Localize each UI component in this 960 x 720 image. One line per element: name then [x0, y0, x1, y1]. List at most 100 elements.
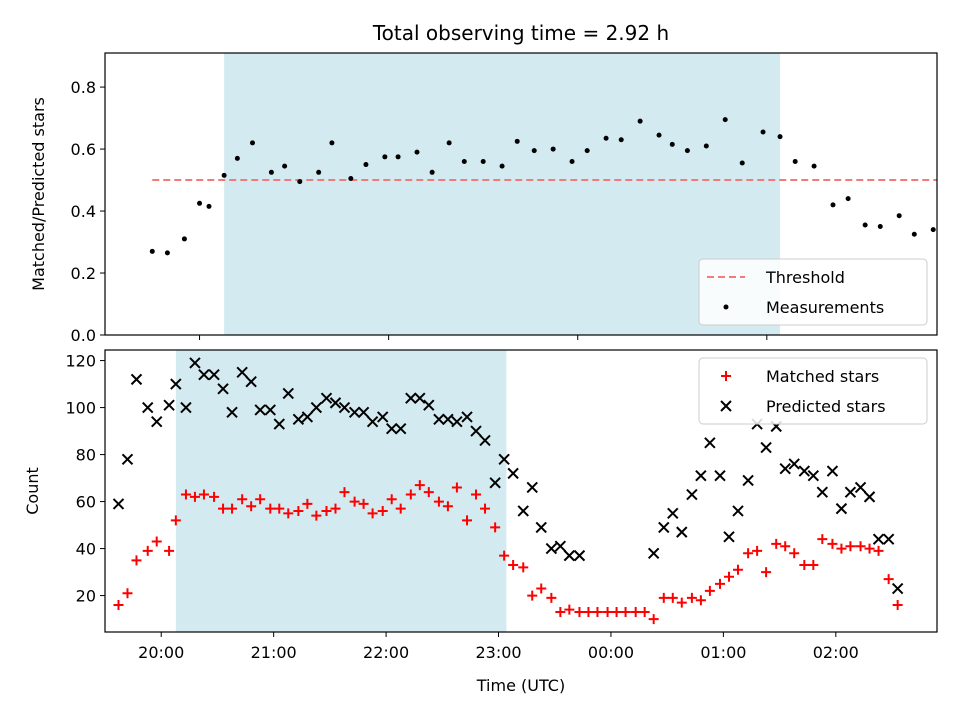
x-tick-label: 22:00: [363, 643, 409, 662]
measurements-point: [877, 224, 883, 230]
predicted-stars-point: [130, 373, 143, 386]
matched-stars-point: [113, 599, 124, 610]
measurements-point: [297, 179, 303, 185]
y-tick-label: 0.0: [71, 326, 96, 345]
matched-stars-point: [602, 607, 613, 618]
predicted-stars-point: [292, 413, 305, 426]
predicted-stars-point: [695, 470, 707, 482]
matched-stars-point: [827, 538, 838, 549]
matched-stars-point: [704, 585, 715, 596]
predicted-stars-point: [423, 399, 435, 411]
measurements-point: [414, 149, 420, 155]
measurements-point: [234, 155, 240, 161]
matched-stars-point: [151, 536, 162, 547]
matched-stars-point: [574, 607, 585, 618]
predicted-stars-point: [442, 413, 454, 426]
matched-stars-point: [180, 489, 191, 500]
matched-stars-point: [265, 503, 276, 514]
predicted-stars-point: [366, 415, 379, 428]
matched-stars-point: [536, 583, 547, 594]
measurements-point: [618, 137, 624, 143]
count-panel: 20 40 60 80 100 120 20:00 21:00 22:00 23:00 00:00 0…: [23, 349, 938, 695]
measurements-point: [703, 143, 709, 149]
matched-stars-point: [414, 480, 425, 491]
matched-stars-point: [732, 564, 743, 575]
legend-box: [698, 357, 928, 425]
matched-stars-point: [855, 541, 866, 552]
predicted-stars-point: [489, 477, 501, 489]
matched-stars-point: [311, 510, 322, 521]
predicted-stars-point: [863, 491, 876, 503]
y-tick-label: 120: [65, 352, 96, 371]
predicted-stars-point: [816, 486, 829, 498]
measurements-point: [480, 158, 486, 164]
measurements-point: [911, 231, 917, 237]
y-tick-label: 0.4: [71, 202, 96, 221]
predicted-stars-point: [545, 542, 558, 555]
predicted-stars-point: [563, 549, 576, 562]
data-markers: [112, 357, 904, 625]
predicted-stars-point: [254, 404, 266, 416]
matched-stars-point: [189, 491, 200, 502]
matched-stars-point: [395, 503, 406, 514]
y-tick-label: 60: [76, 493, 96, 512]
y-tick-label: 20: [76, 587, 96, 606]
predicted-stars-point: [470, 425, 482, 437]
matched-stars-point: [780, 541, 791, 552]
predicted-stars-point: [732, 505, 744, 517]
predicted-stars-point: [142, 401, 154, 414]
y-axis-label: Matched/Predicted stars: [29, 97, 48, 291]
predicted-stars-point: [891, 582, 904, 595]
measurements-point: [395, 154, 401, 160]
predicted-stars-point: [208, 368, 220, 381]
y-tick-label: 80: [76, 446, 96, 465]
x-tick-label: 23:00: [475, 643, 521, 662]
predicted-stars-point: [310, 401, 323, 414]
measurements-point: [684, 148, 690, 154]
predicted-stars-point: [573, 549, 586, 562]
chart-title: Total observing time = 2.92 h: [372, 21, 669, 45]
matched-stars-point: [611, 607, 622, 618]
predicted-stars-point: [742, 474, 754, 487]
matched-stars-point: [761, 567, 772, 578]
predicted-stars-point: [667, 507, 679, 520]
matched-stars-point: [490, 522, 501, 533]
predicted-stars-point: [714, 470, 726, 482]
matched-stars-point: [695, 595, 706, 606]
y-tick-label: 0.8: [71, 78, 96, 97]
matched-stars-point: [499, 550, 510, 561]
predicted-stars-point: [835, 502, 848, 515]
matched-stars-point: [817, 534, 828, 545]
measurements-point: [739, 160, 745, 166]
measurements-point: [197, 200, 203, 206]
y-axis-label: Count: [23, 467, 42, 515]
matched-stars-point: [274, 503, 285, 514]
axes-frame: [104, 349, 938, 633]
measurements-point: [221, 172, 227, 178]
matched-stars-point: [845, 541, 856, 552]
matched-stars-point: [423, 487, 434, 498]
matched-stars-point: [564, 604, 575, 615]
measurements-point: [722, 117, 728, 123]
predicted-stars-point: [704, 437, 716, 449]
legend-dot-swatch: [723, 304, 729, 310]
matched-stars-point: [349, 496, 360, 507]
measurements-point: [656, 132, 662, 138]
matched-stars-point: [170, 515, 181, 526]
matched-stars-point: [255, 494, 266, 505]
matched-stars-point: [630, 607, 641, 618]
data-markers: [149, 117, 936, 256]
predicted-stars-point: [658, 521, 670, 534]
measurements-point: [845, 196, 851, 202]
measurements-point: [206, 203, 212, 209]
predicted-stars-point: [526, 481, 538, 494]
x-tick-label: 00:00: [588, 643, 634, 662]
measurements-point: [446, 140, 452, 146]
predicted-stars-point: [479, 434, 491, 447]
matched-stars-point: [451, 482, 462, 493]
y-tick-label: 0.2: [71, 264, 96, 283]
matched-stars-point: [293, 505, 304, 516]
predicted-stars-point: [394, 423, 407, 435]
matched-stars-point: [330, 503, 341, 514]
predicted-stars-point: [535, 521, 547, 534]
